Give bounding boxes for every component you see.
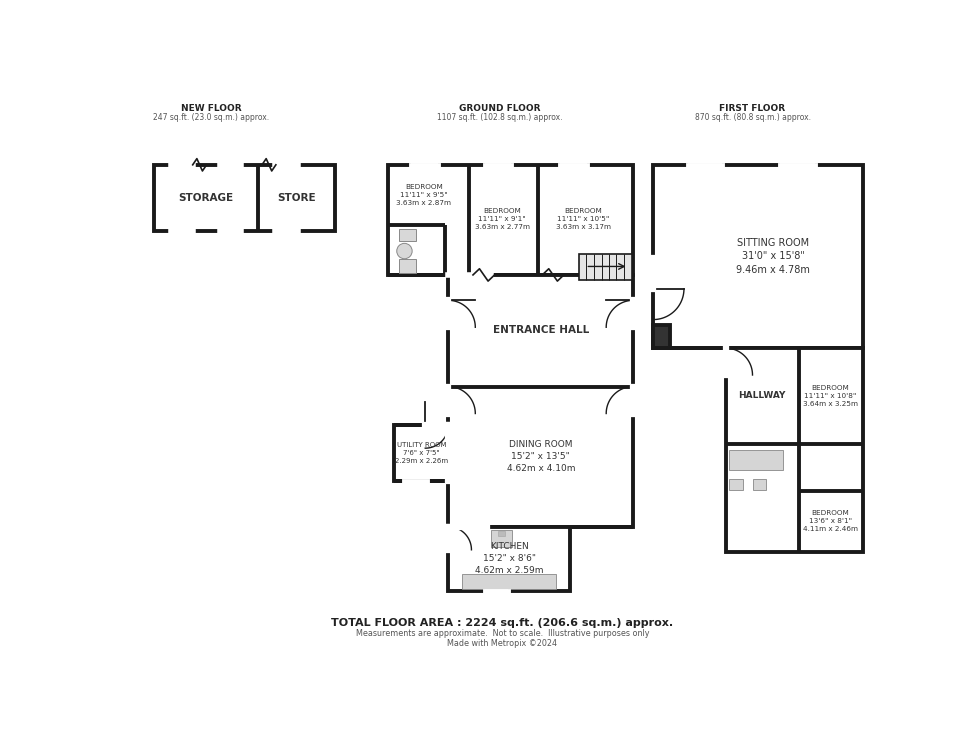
Bar (275, 230, 298, 233)
Text: BEDROOM
13'6" x 8'1"
4.11m x 2.46m: BEDROOM 13'6" x 8'1" 4.11m x 2.46m (803, 511, 858, 532)
Text: 870 sq.ft. (80.8 sq.m.) approx.: 870 sq.ft. (80.8 sq.m.) approx. (695, 113, 810, 122)
Bar (485, 589, 509, 592)
Text: 247 sq.ft. (23.0 sq.m.) approx.: 247 sq.ft. (23.0 sq.m.) approx. (153, 113, 270, 122)
Text: TOTAL FLOOR AREA : 2224 sq.ft. (206.6 sq.m.) approx.: TOTAL FLOOR AREA : 2224 sq.ft. (206.6 sq… (331, 617, 673, 628)
Bar (399, 259, 416, 273)
Text: SITTING ROOM
31'0" x 15'8"
9.46m x 4.78m: SITTING ROOM 31'0" x 15'8" 9.46m x 4.78m (736, 238, 810, 275)
Bar (172, 163, 193, 167)
Bar (688, 163, 722, 167)
Bar (780, 163, 815, 167)
Text: HALLWAY: HALLWAY (738, 391, 785, 400)
Bar (220, 163, 241, 167)
Text: KITCHEN
15'2" x 8'6"
4.62m x 2.59m: KITCHEN 15'2" x 8'6" 4.62m x 2.59m (475, 542, 544, 575)
Text: DINING ROOM
15'2" x 13'5"
4.62m x 4.10m: DINING ROOM 15'2" x 13'5" 4.62m x 4.10m (507, 440, 575, 473)
Bar (463, 574, 557, 589)
Bar (449, 275, 633, 526)
Bar (449, 526, 570, 590)
Text: GROUND FLOOR: GROUND FLOOR (460, 104, 541, 113)
Circle shape (397, 243, 413, 259)
Text: BEDROOM
11'11" x 10'8"
3.64m x 3.25m: BEDROOM 11'11" x 10'8" 3.64m x 3.25m (803, 385, 858, 407)
Text: BEDROOM
11'11" x 9'1"
3.63m x 2.77m: BEDROOM 11'11" x 9'1" 3.63m x 2.77m (474, 209, 530, 231)
Bar (220, 230, 241, 233)
Bar (411, 163, 438, 167)
Bar (172, 230, 193, 233)
Bar (579, 254, 632, 279)
Bar (753, 479, 766, 490)
Text: FIRST FLOOR: FIRST FLOOR (719, 104, 786, 113)
Bar (560, 163, 587, 167)
Bar (154, 164, 335, 231)
Text: Measurements are approximate.  Not to scale.  Illustrative purposes only: Measurements are approximate. Not to sca… (356, 629, 649, 638)
Bar (395, 425, 449, 481)
Bar (729, 451, 783, 469)
Text: BEDROOM
11'11" x 9'5"
3.63m x 2.87m: BEDROOM 11'11" x 9'5" 3.63m x 2.87m (396, 184, 451, 206)
Bar (499, 531, 505, 536)
Bar (399, 229, 416, 241)
Text: STORE: STORE (277, 193, 316, 203)
Bar (275, 163, 298, 167)
Bar (491, 529, 513, 547)
Text: NEW FLOOR: NEW FLOOR (181, 104, 241, 113)
Text: STORAGE: STORAGE (178, 193, 233, 203)
Bar (404, 480, 427, 483)
Text: Made with Metropix ©2024: Made with Metropix ©2024 (447, 638, 558, 647)
Bar (654, 325, 670, 348)
Text: 1107 sq.ft. (102.8 sq.m.) approx.: 1107 sq.ft. (102.8 sq.m.) approx. (437, 113, 563, 122)
Text: BEDROOM
11'11" x 10'5"
3.63m x 3.17m: BEDROOM 11'11" x 10'5" 3.63m x 3.17m (556, 209, 611, 231)
Bar (484, 163, 512, 167)
Bar (725, 348, 862, 552)
Bar (387, 164, 633, 275)
Bar (729, 479, 743, 490)
Text: ENTRANCE HALL: ENTRANCE HALL (493, 325, 589, 336)
Text: UTILITY ROOM
7'6" x 7'5"
2.29m x 2.26m: UTILITY ROOM 7'6" x 7'5" 2.29m x 2.26m (395, 442, 448, 464)
Bar (654, 164, 862, 348)
